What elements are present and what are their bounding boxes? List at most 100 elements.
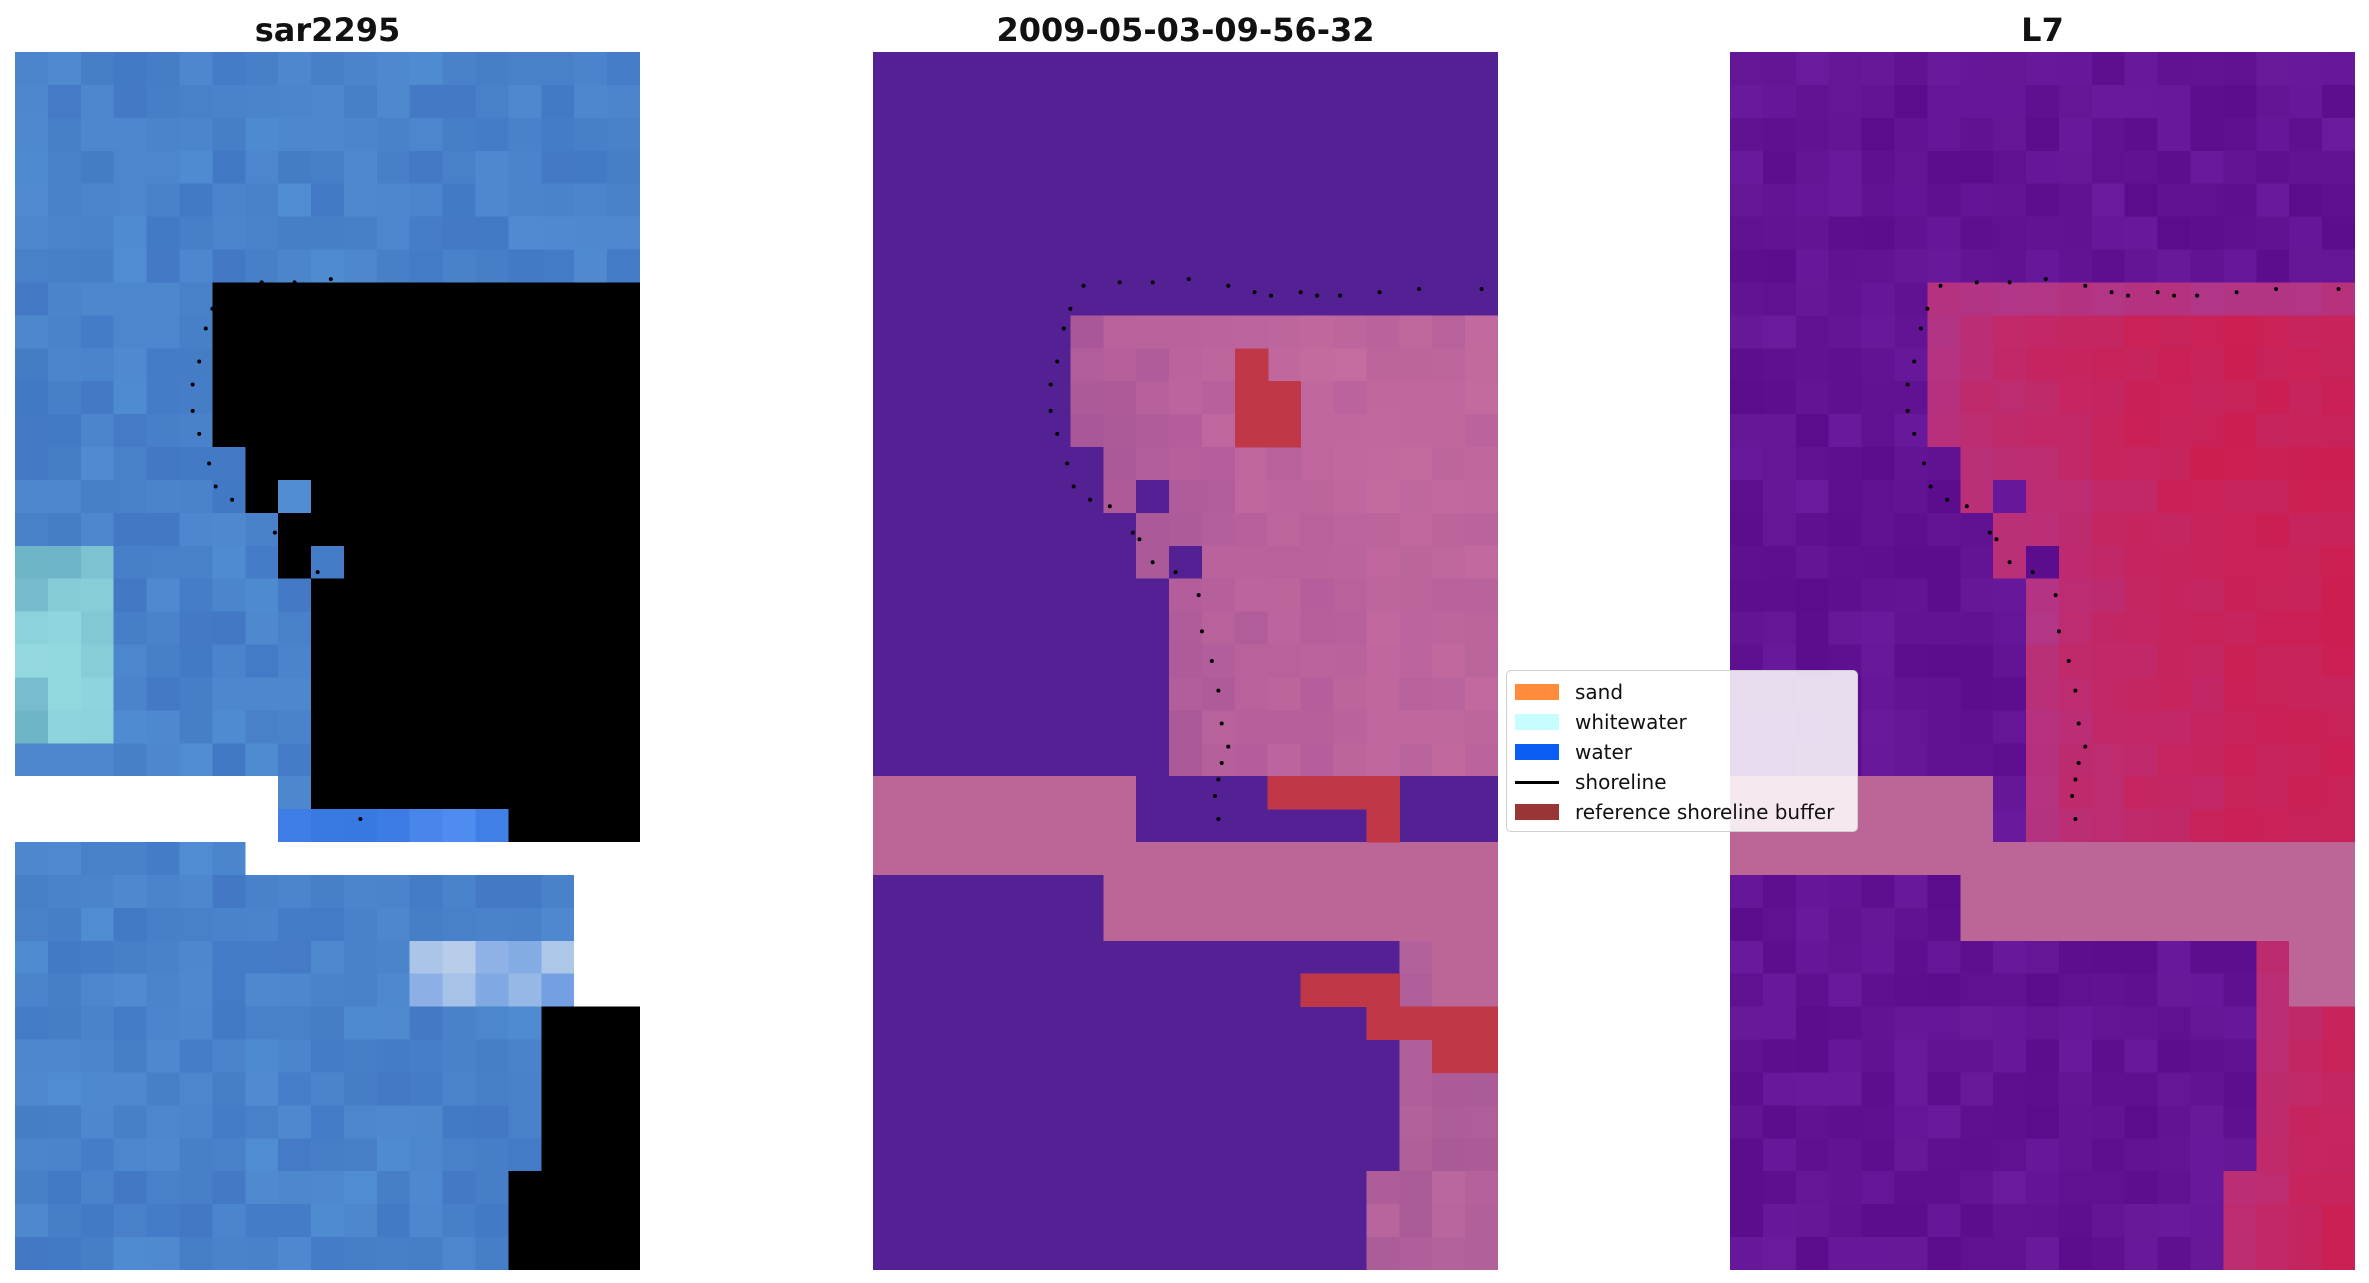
pixel <box>311 381 345 415</box>
pixel <box>1927 315 1961 349</box>
pixel <box>2091 710 2126 744</box>
pixel <box>179 940 213 975</box>
pixel <box>1234 1138 1269 1172</box>
pixel <box>1894 1039 1928 1074</box>
pixel <box>574 183 608 218</box>
pixel <box>574 150 608 185</box>
pixel <box>278 874 312 909</box>
pixel <box>1993 940 2027 975</box>
pixel <box>2322 1039 2355 1074</box>
pixel <box>1366 315 1400 349</box>
pixel <box>1828 1138 1863 1172</box>
pixel <box>541 1006 575 1041</box>
pixel <box>278 1105 312 1139</box>
pixel <box>146 710 181 744</box>
pixel <box>508 677 542 711</box>
pixel <box>442 710 477 744</box>
shoreline-point <box>2109 290 2114 295</box>
pixel <box>212 545 246 580</box>
pixel <box>1267 611 1302 646</box>
pixel <box>1432 776 1466 810</box>
pixel <box>1169 117 1203 152</box>
pixel <box>1267 512 1302 547</box>
shoreline-point <box>2073 688 2078 693</box>
pixel <box>15 150 49 185</box>
pixel <box>1465 117 1498 152</box>
pixel <box>1234 249 1269 284</box>
pixel <box>1333 1105 1368 1139</box>
pixel <box>113 1039 148 1074</box>
pixel <box>311 479 345 514</box>
pixel <box>1234 282 1269 316</box>
pixel <box>1828 1237 1863 1270</box>
pixel <box>179 52 213 86</box>
pixel <box>80 677 115 711</box>
pixel <box>2124 1204 2159 1238</box>
pixel <box>2223 348 2257 382</box>
pixel <box>113 611 148 646</box>
pixel <box>1366 611 1400 646</box>
pixel <box>1993 150 2027 185</box>
pixel <box>475 1138 510 1172</box>
pixel <box>278 973 312 1008</box>
pixel <box>343 1171 378 1205</box>
pixel <box>1795 545 1830 580</box>
pixel <box>146 1204 181 1238</box>
pixel <box>1070 1105 1104 1139</box>
pixel <box>1894 743 1928 777</box>
nodata-pixel <box>47 776 82 810</box>
pixel <box>376 52 411 86</box>
pixel <box>311 1039 345 1074</box>
pixel <box>1300 1006 1335 1041</box>
pixel <box>1004 381 1039 415</box>
pixel <box>1333 381 1368 415</box>
pixel <box>541 611 575 646</box>
pixel <box>80 1171 115 1205</box>
pixel <box>971 743 1006 777</box>
pixel <box>15 611 49 646</box>
pixel <box>1894 249 1928 284</box>
pixel <box>1894 1204 1928 1238</box>
pixel <box>1960 545 1994 580</box>
pixel <box>873 315 907 349</box>
pixel <box>179 512 213 547</box>
pixel <box>905 381 940 415</box>
pixel <box>1465 545 1498 580</box>
pixel <box>442 447 477 481</box>
pixel <box>442 52 477 86</box>
pixel <box>1267 973 1302 1008</box>
shoreline-point <box>351 659 356 663</box>
pixel <box>278 611 312 646</box>
pixel <box>376 1006 411 1041</box>
pixel <box>442 282 477 316</box>
pixel <box>1762 348 1797 382</box>
pixel <box>2322 1171 2355 1205</box>
pixel <box>1136 677 1170 711</box>
pixel <box>245 117 279 152</box>
pixel <box>1201 1105 1236 1139</box>
pixel <box>311 52 345 86</box>
pixel <box>2289 1006 2323 1041</box>
pixel <box>1762 1105 1797 1139</box>
pixel <box>2322 677 2355 711</box>
pixel <box>1201 1204 1236 1238</box>
pixel <box>2091 183 2126 218</box>
pixel <box>607 183 640 218</box>
pixel <box>1861 545 1896 580</box>
legend-item-shoreline: shoreline <box>1507 767 1857 797</box>
pixel <box>938 1006 973 1041</box>
pixel <box>80 381 115 415</box>
pixel <box>2322 479 2355 514</box>
pixel <box>2124 1006 2159 1041</box>
pixel <box>574 743 608 777</box>
pixel <box>1136 52 1170 86</box>
pixel <box>1861 1171 1896 1205</box>
shoreline-point <box>1226 744 1231 749</box>
pixel <box>1894 183 1928 218</box>
pixel <box>1201 1072 1236 1107</box>
pixel <box>1070 1138 1104 1172</box>
pixel <box>2091 545 2126 580</box>
pixel <box>113 52 148 86</box>
pixel <box>2091 348 2126 382</box>
pixel <box>343 315 378 349</box>
